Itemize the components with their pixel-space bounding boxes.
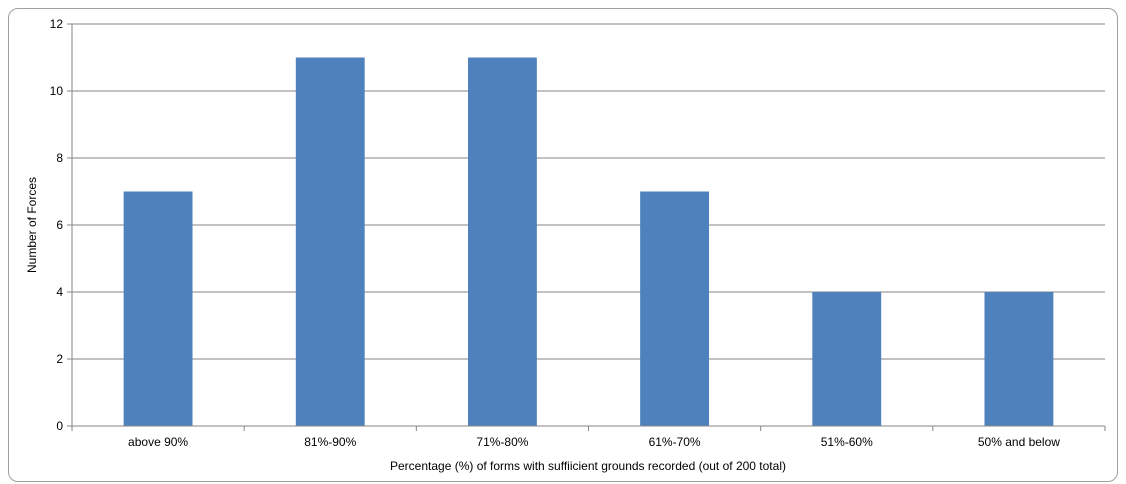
bar: [984, 292, 1054, 426]
chart-frame: [8, 8, 1118, 482]
axes: [71, 24, 1105, 427]
grid-lines: [67, 23, 1106, 431]
y-tick-label: 8: [56, 151, 63, 165]
y-axis-title: Number of Forces: [25, 177, 39, 273]
x-tick-label: 61%-70%: [649, 435, 701, 449]
bar: [640, 191, 710, 426]
y-tick-label: 0: [56, 419, 63, 433]
x-tick-label: above 90%: [128, 435, 188, 449]
bar: [812, 292, 882, 426]
y-tick-label: 10: [50, 84, 64, 98]
x-tick-label: 81%-90%: [304, 435, 356, 449]
y-tick-labels: 0 2 4 6 8 10 12: [50, 17, 64, 433]
x-tick-label: 50% and below: [978, 435, 1060, 449]
x-axis-title: Percentage (%) of forms with suffiicient…: [390, 459, 786, 473]
y-tick-label: 6: [56, 218, 63, 232]
bar: [295, 57, 365, 426]
x-tick-label: 51%-60%: [821, 435, 873, 449]
y-tick-label: 2: [56, 352, 63, 366]
y-tick-label: 4: [56, 285, 63, 299]
bar: [467, 57, 537, 426]
bar: [123, 191, 193, 426]
bars: [123, 57, 1054, 426]
x-tick-label: 71%-80%: [476, 435, 528, 449]
y-tick-label: 12: [50, 17, 64, 31]
x-tick-labels: above 90% 81%-90% 71%-80% 61%-70% 51%-60% 50%…: [128, 435, 1060, 449]
